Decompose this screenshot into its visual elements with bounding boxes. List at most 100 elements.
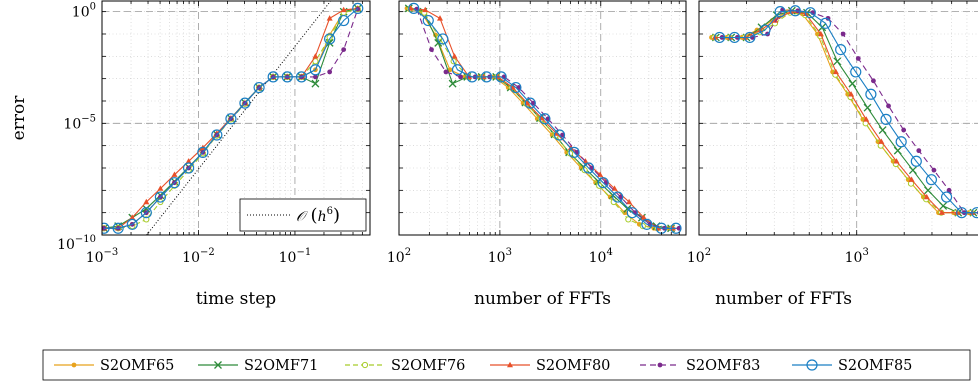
- legend-marker: [71, 362, 77, 368]
- x-tick-label: 104: [589, 247, 613, 266]
- data-point-s2omf85: [626, 207, 638, 219]
- x-tick-label: 102: [687, 247, 711, 266]
- data-point-s2omf85: [408, 2, 420, 14]
- data-point-s2omf76: [625, 216, 632, 223]
- x-axis-label: time step: [196, 289, 276, 309]
- data-point-s2omf83: [429, 47, 434, 53]
- legend-marker: [214, 361, 222, 369]
- data-point-s2omf80: [437, 15, 444, 21]
- legend-item-s2omf83: S2OMF83: [640, 358, 760, 374]
- data-point-s2omf83: [443, 69, 449, 75]
- data-point-s2omf85: [112, 222, 124, 234]
- data-point-s2omf80: [626, 198, 633, 205]
- data-point-s2omf80: [878, 138, 885, 144]
- x-axis-label: number of FFTs: [474, 289, 611, 309]
- data-point-s2omf85: [539, 113, 551, 125]
- x-tick-label: 10−3: [86, 247, 119, 266]
- data-point-s2omf71: [908, 166, 917, 175]
- data-point-s2omf80: [938, 209, 945, 215]
- ticks: [398, 1, 687, 236]
- legend-marker: [507, 361, 513, 368]
- grid: [102, 1, 370, 235]
- data-point-s2omf85: [324, 33, 336, 45]
- legend-label: S2OMF85: [838, 358, 912, 374]
- data-point-s2omf85: [267, 71, 279, 83]
- reference-label: 𝒪 (h6): [296, 205, 340, 226]
- data-point-s2omf80: [143, 198, 150, 205]
- chart-panel-1: 10−3 10−2 10−1 100 10−5 10−10 time step error 𝒪 …: [9, 0, 371, 309]
- data-point-s2omf85: [597, 177, 609, 189]
- data-point-s2omf85: [352, 2, 364, 14]
- legend: S2OMF65 S2OMF71 S2OMF76 S2OMF80 S2OMF83 S2OMF…: [42, 349, 971, 381]
- reference-slope-line: [146, 1, 332, 235]
- series-line-s2omf85: [104, 7, 359, 229]
- data-point-s2omf85: [804, 7, 816, 19]
- legend-label: S2OMF80: [536, 358, 610, 374]
- data-point-s2omf85: [211, 129, 223, 141]
- data-point-s2omf83: [855, 56, 861, 61]
- data-point-s2omf85: [553, 129, 566, 141]
- data-point-s2omf85: [437, 33, 449, 45]
- legend-item-s2omf71: S2OMF71: [198, 358, 318, 374]
- data-point-s2omf80: [171, 171, 178, 177]
- data-point-s2omf80: [832, 68, 839, 75]
- legend-item-s2omf85: S2OMF85: [792, 358, 912, 374]
- data-point-s2omf85: [568, 146, 580, 158]
- data-point-s2omf80: [326, 15, 333, 21]
- data-point-s2omf85: [422, 14, 434, 27]
- data-point-s2omf71: [833, 57, 842, 66]
- data-point-s2omf76: [312, 58, 319, 65]
- x-tick-label: 102: [387, 247, 411, 266]
- data-point-s2omf71: [448, 79, 457, 88]
- plot-frame: [101, 0, 371, 236]
- data-point-s2omf85: [744, 31, 756, 44]
- y-tick-label: 100: [72, 2, 96, 21]
- reference-legend: 𝒪 (h6): [239, 198, 367, 232]
- data-point-s2omf85: [583, 162, 595, 174]
- x-tick-label: 10−2: [182, 247, 215, 266]
- legend-label: S2OMF65: [100, 358, 174, 374]
- ticks: [101, 1, 370, 236]
- data-point-s2omf83: [458, 74, 464, 80]
- plot-frame: [698, 0, 978, 236]
- data-point-s2omf71: [893, 146, 902, 155]
- legend-label: S2OMF76: [391, 358, 465, 374]
- data-point-s2omf85: [126, 218, 138, 230]
- data-point-s2omf83: [341, 47, 347, 53]
- series-line-s2omf80: [714, 11, 978, 214]
- y-axis-label: error: [9, 95, 29, 141]
- x-tick-label: 10−1: [279, 247, 312, 266]
- legend-label: S2OMF71: [244, 358, 318, 374]
- data-point-s2omf71: [939, 201, 948, 210]
- series-line-s2omf85: [413, 7, 676, 229]
- data-point-s2omf71: [434, 38, 443, 47]
- data-point-s2omf85: [495, 71, 507, 83]
- data-point-s2omf85: [895, 136, 907, 148]
- data-point-s2omf85: [789, 5, 801, 17]
- legend-label: S2OMF83: [686, 358, 760, 374]
- data-point-s2omf85: [524, 97, 536, 109]
- data-point-s2omf80: [129, 214, 136, 220]
- data-point-s2omf80: [848, 91, 855, 97]
- data-point-s2omf85: [253, 81, 265, 94]
- data-point-s2omf80: [312, 53, 319, 59]
- series-line-s2omf83: [722, 9, 978, 214]
- ticks: [698, 1, 968, 236]
- data-point-s2omf65: [447, 67, 453, 73]
- data-point-s2omf65: [607, 194, 613, 200]
- series-line-s2omf76: [714, 12, 978, 214]
- data-point-s2omf85: [971, 207, 978, 219]
- data-point-s2omf85: [182, 162, 195, 174]
- data-point-s2omf71: [848, 79, 857, 88]
- data-point-s2omf85: [835, 44, 847, 56]
- data-point-s2omf85: [140, 207, 152, 219]
- y-tick-label: 10−10: [57, 234, 96, 253]
- data-point-s2omf80: [893, 158, 900, 164]
- data-point-s2omf85: [102, 222, 110, 234]
- data-point-s2omf80: [817, 30, 824, 37]
- data-point-s2omf85: [154, 191, 166, 203]
- data-point-s2omf85: [728, 31, 741, 44]
- data-point-s2omf80: [772, 17, 779, 23]
- series-group: [102, 2, 364, 234]
